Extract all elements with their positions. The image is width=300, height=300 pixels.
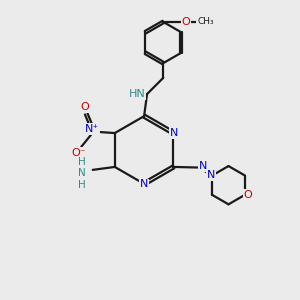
Text: N: N xyxy=(207,170,215,180)
Text: N: N xyxy=(170,128,178,138)
Text: O: O xyxy=(182,17,190,27)
Text: H
N
H: H N H xyxy=(78,157,86,190)
Text: N: N xyxy=(199,161,207,171)
Text: N: N xyxy=(140,179,148,190)
Text: HN: HN xyxy=(128,89,145,99)
Text: CH₃: CH₃ xyxy=(197,17,214,26)
Text: O: O xyxy=(80,103,89,112)
Text: O: O xyxy=(244,190,252,200)
Text: N⁺: N⁺ xyxy=(85,124,99,134)
Text: O⁻: O⁻ xyxy=(71,148,85,158)
